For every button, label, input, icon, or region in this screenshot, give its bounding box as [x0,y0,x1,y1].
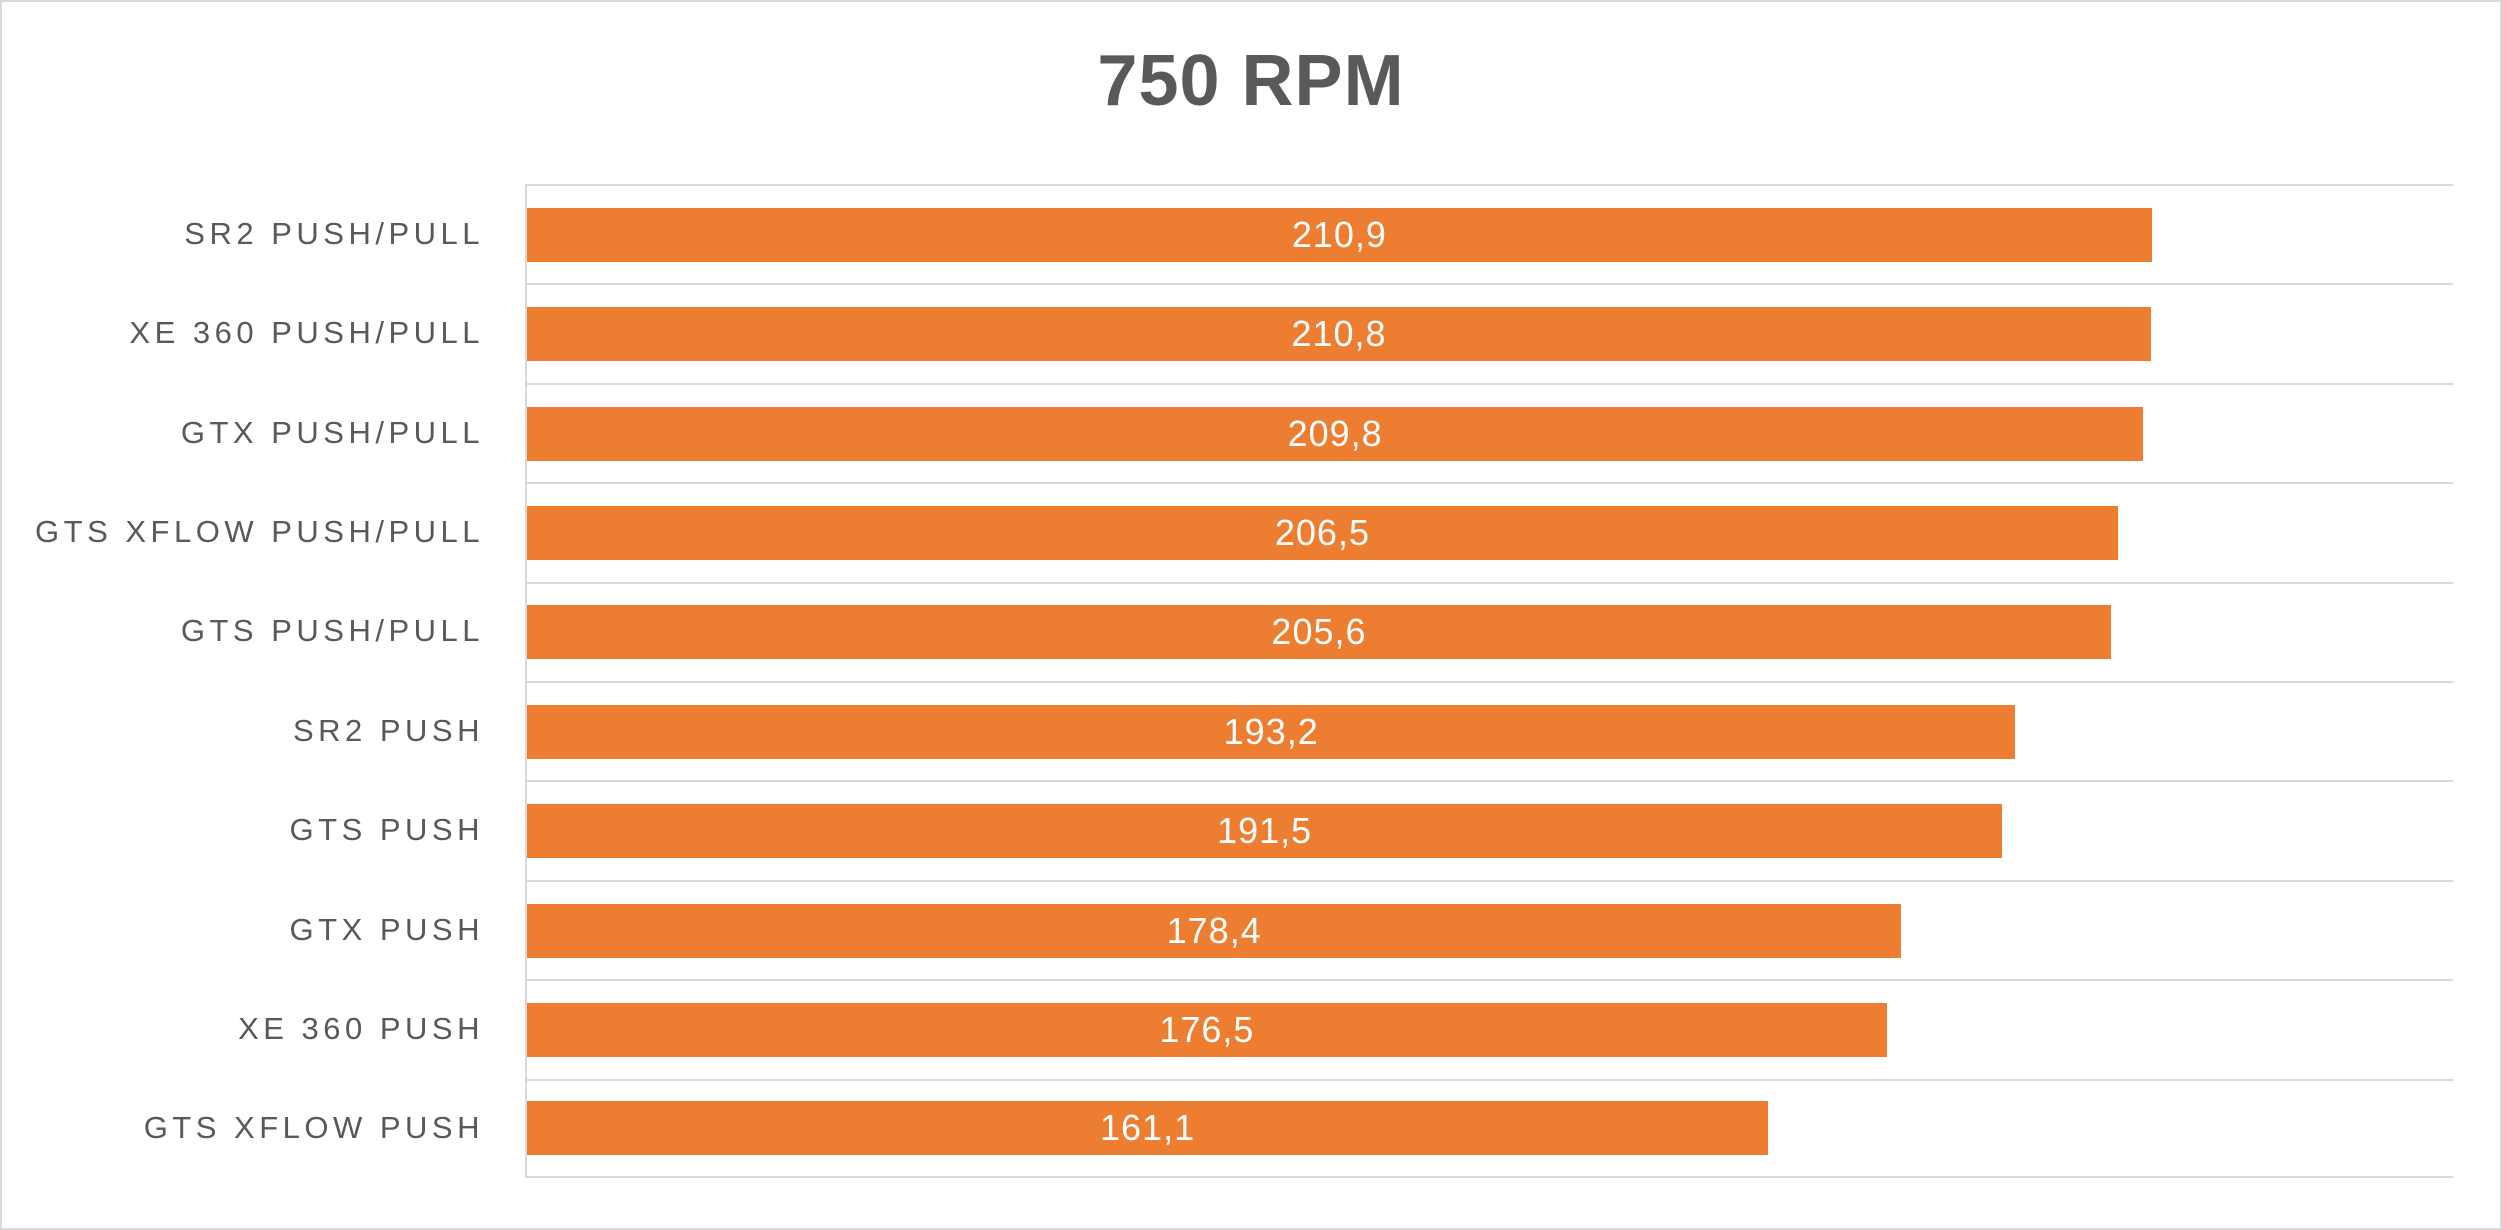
bar-value-label: 205,6 [1271,611,1367,653]
bar: 209,8 [527,406,2144,461]
bar-row: GTS XFLOW PUSH/PULL 206,5 [2,482,2453,582]
bar: 193,2 [527,704,2016,759]
bar-value-label: 161,1 [1100,1107,1196,1149]
row-track: 210,9 [525,184,2453,284]
bar-value-label: 210,8 [1291,313,1387,355]
bar-value-label: 209,8 [1287,412,1383,454]
category-label: XE 360 PUSH [238,1010,484,1046]
bar-value-label: 176,5 [1159,1008,1255,1050]
category-label: SR2 PUSH [292,712,484,748]
bar: 161,1 [527,1101,1769,1156]
category-label: GTS PUSH [289,812,484,848]
bar-value-label: 191,5 [1217,810,1313,852]
bar-row: GTS PUSH/PULL 205,6 [2,581,2453,682]
plot-area: SR2 PUSH/PULL 210,9 XE 360 PUSH/PULL 210… [2,184,2453,1179]
bar-row: GTX PUSH 178,4 [2,879,2453,980]
row-track: 209,8 [525,382,2453,483]
category-label: SR2 PUSH/PULL [184,215,484,251]
category-label: XE 360 PUSH/PULL [129,315,484,351]
bar-row: GTS XFLOW PUSH 161,1 [2,1078,2453,1179]
category-label: GTS PUSH/PULL [180,613,484,649]
bar-value-label: 206,5 [1274,511,1370,553]
bar: 210,9 [527,207,2152,262]
bar-value-label: 193,2 [1223,710,1319,752]
category-label: GTS XFLOW PUSH [143,1110,484,1146]
bar: 206,5 [527,505,2118,560]
row-track: 193,2 [525,681,2453,781]
row-track: 206,5 [525,482,2453,582]
bar: 176,5 [527,1002,1887,1057]
row-track: 161,1 [525,1078,2453,1179]
category-label: GTX PUSH [289,911,484,947]
row-track: 205,6 [525,581,2453,682]
category-label: GTX PUSH/PULL [180,414,484,450]
bar-row: XE 360 PUSH/PULL 210,8 [2,283,2453,383]
bar: 205,6 [527,605,2111,660]
bar-row: SR2 PUSH 193,2 [2,681,2453,781]
bar-row: XE 360 PUSH 176,5 [2,979,2453,1079]
row-track: 176,5 [525,979,2453,1079]
bar: 178,4 [527,903,1902,958]
bar-row: GTS PUSH 191,5 [2,780,2453,880]
category-label: GTS XFLOW PUSH/PULL [35,513,484,549]
bar: 191,5 [527,804,2003,859]
bar-value-label: 178,4 [1166,909,1262,951]
bar-row: SR2 PUSH/PULL 210,9 [2,184,2453,284]
bar-row: GTX PUSH/PULL 209,8 [2,382,2453,483]
bar-value-label: 210,9 [1291,213,1387,255]
chart-title: 750 RPM [1097,41,1405,121]
row-track: 178,4 [525,879,2453,980]
bar: 210,8 [527,307,2151,362]
row-track: 191,5 [525,780,2453,880]
row-track: 210,8 [525,283,2453,383]
